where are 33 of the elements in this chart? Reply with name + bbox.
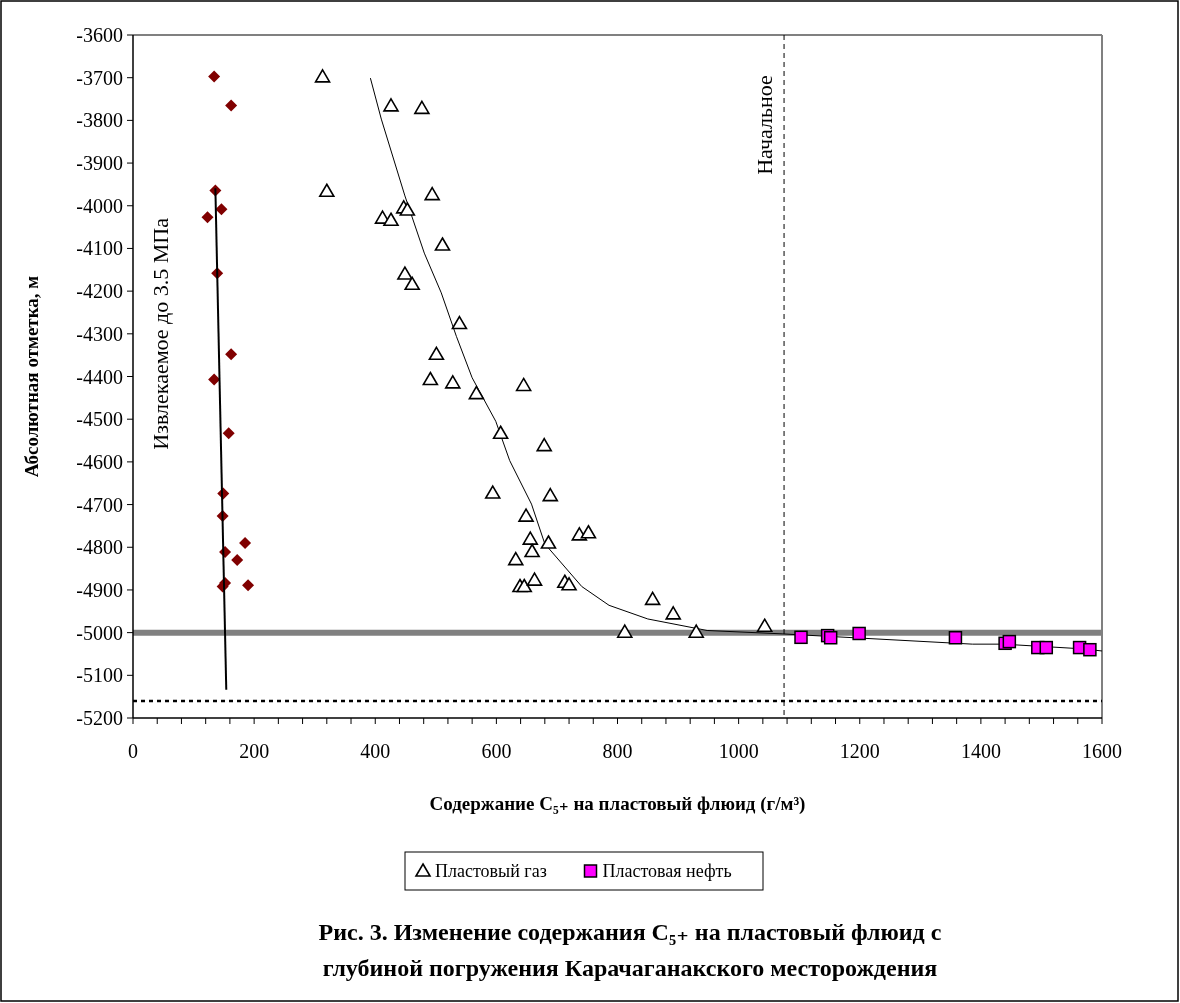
y-tick-label: -4000 (76, 194, 123, 217)
y-tick-label: -4900 (76, 578, 123, 601)
y-tick-label: -4100 (76, 237, 123, 260)
y-tick-label: -4600 (76, 450, 123, 473)
text: Рис. 3. Изменение содержания C₅₊ на пластовый флюид с глубиной погружения Карачаганакского месторождения (318, 919, 942, 981)
legend-label: Пластовая нефть (602, 861, 732, 881)
x-tick-label: 800 (602, 740, 633, 762)
ref-line-label: Начальное (752, 75, 778, 175)
y-tick-label: -4200 (76, 280, 123, 303)
y-tick-label: -4700 (76, 493, 123, 516)
x-axis-title: Содержание C₅₊ на пластовый флюид (г/м³) (429, 793, 806, 815)
x-tick-label: 1400 (960, 740, 1001, 762)
y-tick-label: -3700 (76, 66, 123, 89)
y-tick-label: -3600 (76, 24, 123, 46)
y-axis-title: Абсолютная отметка, м (21, 275, 42, 478)
y-tick-label: -5200 (76, 707, 123, 729)
y-tick-label: -3900 (76, 152, 123, 175)
legend-label: Пластовый газ (435, 861, 547, 881)
x-tick-label: 600 (481, 740, 512, 762)
y-tick-label: -4300 (76, 322, 123, 345)
y-tick-label: -3800 (76, 109, 123, 132)
y-tick-label: -5000 (76, 621, 123, 644)
x-tick-label: 0 (128, 740, 138, 762)
x-tick-label: 400 (360, 740, 391, 762)
x-tick-label: 1000 (718, 740, 759, 762)
y-tick-label: -5100 (76, 664, 123, 687)
x-tick-label: 200 (239, 740, 270, 762)
x-tick-label: 1600 (1082, 740, 1122, 762)
y-tick-label: -4500 (76, 408, 123, 431)
annotation: Извлекаемое до 3.5 МПа (147, 217, 173, 450)
y-tick-label: -4400 (76, 365, 123, 388)
x-tick-label: 1200 (839, 740, 880, 762)
y-tick-label: -4800 (76, 536, 123, 559)
